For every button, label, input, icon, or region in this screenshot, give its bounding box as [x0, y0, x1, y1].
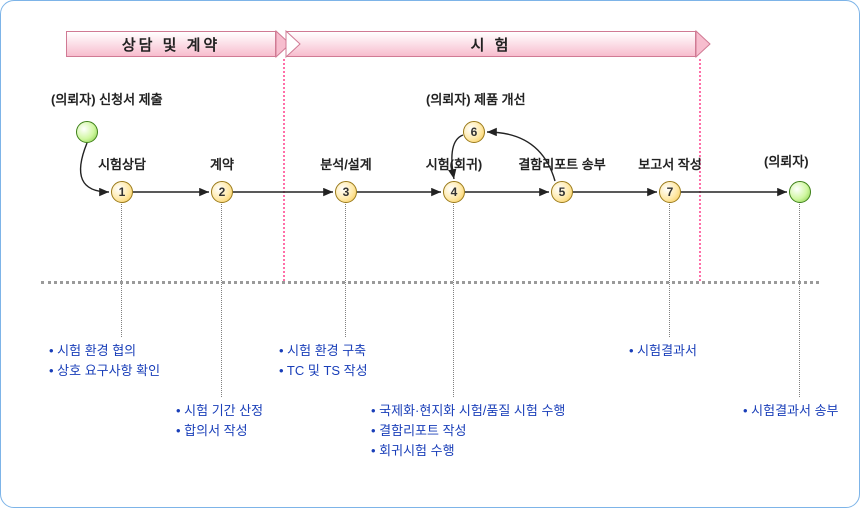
step-label: 계약	[210, 154, 234, 173]
step-node-1: 1	[111, 181, 133, 203]
step-label: 보고서 작성	[638, 154, 701, 173]
bullet-item: • 결함리포트 작성	[371, 421, 565, 441]
step-node-3: 3	[335, 181, 357, 203]
end-node	[789, 181, 811, 203]
bullet-item: • 시험 환경 구축	[279, 341, 368, 361]
bullet-item: • 시험 기간 산정	[176, 401, 263, 421]
bullet-item: • 시험 환경 협의	[49, 341, 160, 361]
annotation-text: (의뢰자) 신청서 제출	[51, 89, 163, 108]
step-label: 시험상담	[98, 154, 146, 173]
start-node	[76, 121, 98, 143]
annotation-text: (의뢰자) 제품 개선	[426, 89, 526, 108]
step-label: 결함리포트 송부	[518, 154, 605, 173]
annotation-text: (의뢰자)	[764, 151, 809, 170]
process-diagram: 상담 및 계약시 험(의뢰자) 신청서 제출(의뢰자) 제품 개선(의뢰자)1시…	[0, 0, 860, 508]
detail-bullets: • 시험결과서	[629, 341, 697, 361]
detail-bullets: • 시험결과서 송부	[743, 401, 839, 421]
bullet-item: • 시험결과서 송부	[743, 401, 839, 421]
bullet-item: • TC 및 TS 작성	[279, 361, 368, 381]
step-label: 분석/설계	[320, 154, 371, 173]
bullet-item: • 시험결과서	[629, 341, 697, 361]
detail-bullets: • 국제화·현지화 시험/품질 시험 수행• 결함리포트 작성• 회귀시험 수행	[371, 401, 565, 461]
step-node-2: 2	[211, 181, 233, 203]
detail-bullets: • 시험 환경 구축• TC 및 TS 작성	[279, 341, 368, 381]
step-label: 시험(회귀)	[426, 154, 483, 173]
bullet-item: • 회귀시험 수행	[371, 441, 565, 461]
bullet-item: • 국제화·현지화 시험/품질 시험 수행	[371, 401, 565, 421]
step-node-6: 6	[463, 121, 485, 143]
detail-bullets: • 시험 환경 협의• 상호 요구사항 확인	[49, 341, 160, 381]
step-node-4: 4	[443, 181, 465, 203]
bullet-item: • 합의서 작성	[176, 421, 263, 441]
step-node-5: 5	[551, 181, 573, 203]
bullet-item: • 상호 요구사항 확인	[49, 361, 160, 381]
detail-bullets: • 시험 기간 산정• 합의서 작성	[176, 401, 263, 441]
step-node-7: 7	[659, 181, 681, 203]
